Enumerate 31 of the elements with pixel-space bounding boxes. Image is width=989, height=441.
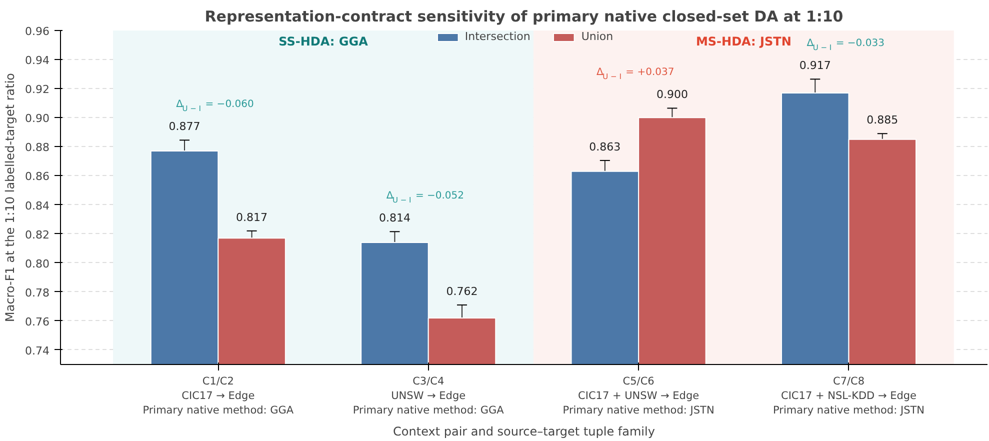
legend-label: Union bbox=[581, 30, 614, 43]
x-tick-label: C1/C2 CIC17 → Edge Primary native method: GGA bbox=[142, 376, 294, 416]
band-label: MS-HDA: JSTN bbox=[696, 34, 792, 48]
data-label: 0.885 bbox=[866, 114, 898, 127]
y-tick-label: 0.90 bbox=[25, 112, 50, 126]
data-label: 0.817 bbox=[236, 210, 268, 224]
x-axis-title: Context pair and source–target tuple family bbox=[393, 424, 655, 438]
data-label: 0.900 bbox=[656, 88, 688, 102]
y-tick-label: 0.96 bbox=[25, 25, 50, 38]
band-label: SS-HDA: GGA bbox=[278, 34, 369, 48]
data-label: 0.877 bbox=[168, 120, 200, 134]
y-tick-label: 0.88 bbox=[25, 141, 50, 154]
x-tick-label: C7/C8 CIC17 + NSL-KDD → Edge Primary native method: JSTN bbox=[773, 376, 925, 416]
data-label: 0.917 bbox=[799, 59, 831, 72]
y-tick-label: 0.84 bbox=[25, 199, 50, 212]
x-tick-label: C3/C4 UNSW → Edge Primary native method: GGA bbox=[352, 376, 505, 416]
x-tick-label: C5/C6 CIC17 + UNSW → Edge Primary native method: JSTN bbox=[562, 376, 714, 416]
chart-title: Representation-contract sensitivity of primary native closed-set DA at 1:10 bbox=[204, 8, 844, 26]
y-tick-label: 0.94 bbox=[25, 54, 50, 68]
y-tick-label: 0.82 bbox=[25, 228, 50, 242]
y-tick-label: 0.78 bbox=[25, 286, 50, 300]
y-tick-label: 0.74 bbox=[25, 344, 50, 358]
data-label: 0.863 bbox=[589, 140, 621, 154]
y-tick-label: 0.86 bbox=[25, 170, 50, 184]
y-tick-label: 0.76 bbox=[25, 315, 50, 328]
y-tick-label: 0.92 bbox=[25, 83, 50, 96]
legend-label: Intersection bbox=[464, 30, 530, 43]
data-label: 0.814 bbox=[378, 212, 410, 225]
y-axis-title: Macro-F1 at the 1:10 labelled-target ratio bbox=[3, 72, 18, 322]
data-label: 0.762 bbox=[446, 284, 478, 298]
y-tick-label: 0.80 bbox=[25, 257, 50, 270]
